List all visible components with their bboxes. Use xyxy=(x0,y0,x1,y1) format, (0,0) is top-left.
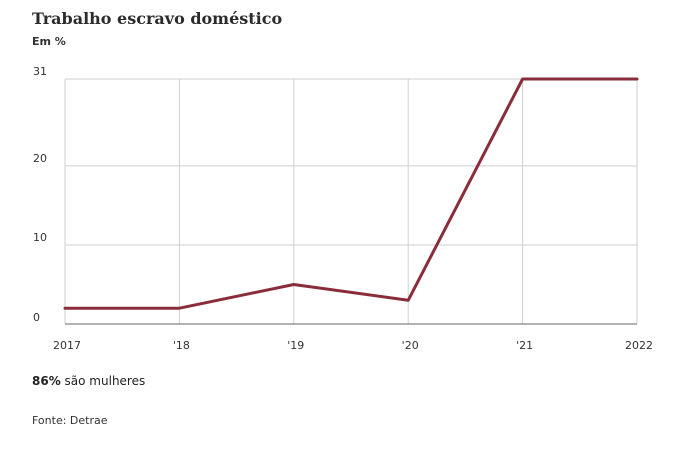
y-tick-label: 31 xyxy=(33,65,47,78)
x-tick-label: 2022 xyxy=(625,339,653,352)
y-tick-label: 20 xyxy=(33,152,47,165)
x-tick-label: '21 xyxy=(516,339,533,352)
unit-label: Em % xyxy=(32,35,66,48)
x-tick-label: 2017 xyxy=(53,339,81,352)
y-tick-label: 10 xyxy=(33,231,47,244)
line-chart: 0 10 20 31 2017 '18 '19 '20 '21 2022 xyxy=(33,65,653,352)
source-note: Fonte: Detrae xyxy=(32,414,108,427)
y-tick-label: 0 xyxy=(33,311,40,324)
grid-layer xyxy=(64,78,638,325)
y-tick-layer: 0 10 20 31 xyxy=(33,65,47,324)
x-tick-label: '19 xyxy=(287,339,304,352)
note-text: são mulheres xyxy=(60,374,146,388)
x-tick-label: '18 xyxy=(173,339,190,352)
x-tick-layer: 2017 '18 '19 '20 '21 2022 xyxy=(53,339,653,352)
series-line xyxy=(63,77,639,310)
series-layer xyxy=(63,77,639,310)
note-highlight: 86% xyxy=(32,374,61,388)
note: 86% são mulheres xyxy=(32,374,145,388)
chart-title: Trabalho escravo doméstico xyxy=(32,9,283,28)
x-tick-label: '20 xyxy=(402,339,419,352)
